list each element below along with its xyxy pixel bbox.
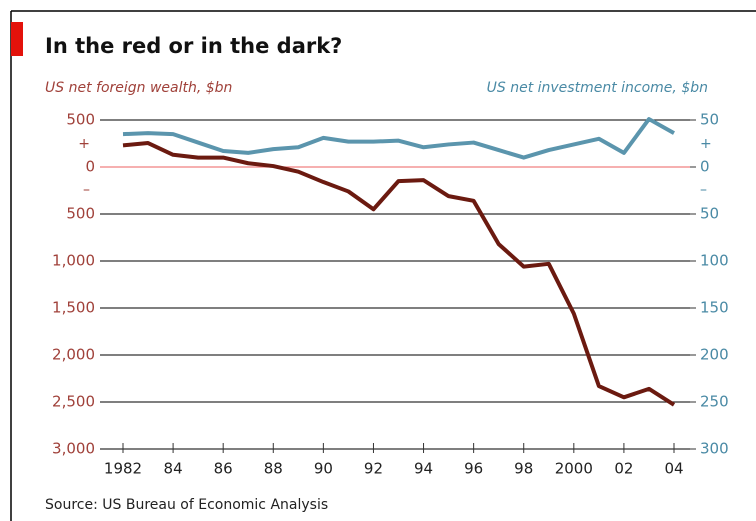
y-axis-title: US net foreign wealth, $bn [45,80,232,96]
x-tick-label: 94 [414,460,433,478]
y2-tick-label: 250 [700,393,729,411]
x-tick-label: 92 [364,460,383,478]
x-tick-label: 02 [614,460,633,478]
chart-title: In the red or in the dark? [45,34,342,58]
x-tick-label: 84 [164,460,183,478]
series-line [122,117,675,160]
x-tick-label: 88 [264,460,283,478]
y-tick-label: 500 [66,111,95,129]
x-tick-label: 96 [464,460,483,478]
y2-tick-label: 50 [700,205,719,223]
y-tick-label: 0 [85,158,95,176]
sign-minus: – [83,182,90,198]
x-tick-label: 1982 [104,460,142,478]
y2-tick-label: 150 [700,299,729,317]
series-line [122,141,676,407]
y-tick-label: 2,000 [52,346,95,364]
y2-tick-label: 100 [700,252,729,270]
x-tick-label: 90 [314,460,333,478]
y2-axis-title: US net investment income, $bn [487,80,708,96]
source: Source: US Bureau of Economic Analysis [45,497,328,513]
y-tick-label: 2,500 [52,393,95,411]
sign-minus: – [700,182,707,198]
y-tick-label: 3,000 [52,440,95,458]
y-tick-label: 1,500 [52,299,95,317]
sign-plus: + [700,136,712,152]
red-tag [11,22,23,56]
y2-tick-label: 300 [700,440,729,458]
x-tick-label: 04 [664,460,683,478]
y-tick-label: 500 [66,205,95,223]
y-tick-label: 1,000 [52,252,95,270]
y2-tick-label: 200 [700,346,729,364]
sign-plus: + [78,136,90,152]
x-tick-label: 86 [214,460,233,478]
x-tick-label: 2000 [555,460,593,478]
y2-tick-label: 50 [700,111,719,129]
y2-tick-label: 0 [700,158,710,176]
x-tick-label: 98 [514,460,533,478]
